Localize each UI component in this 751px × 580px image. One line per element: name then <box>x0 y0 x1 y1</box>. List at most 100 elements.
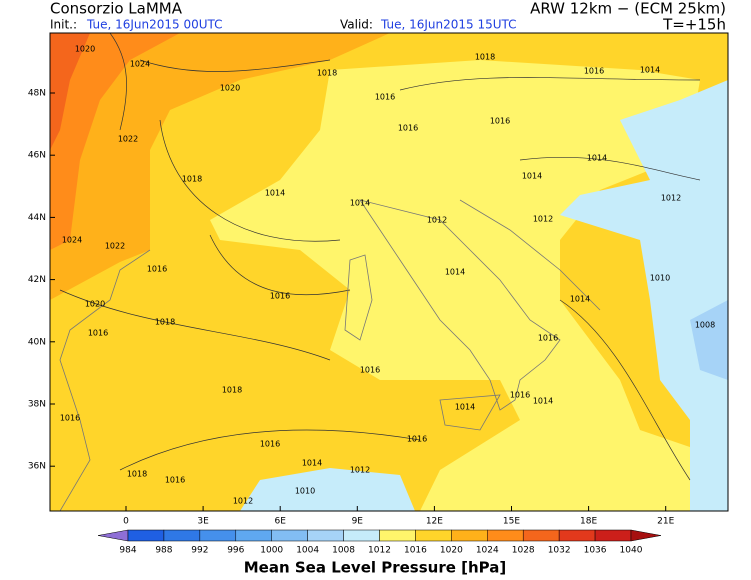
isobar-label: 1020 <box>220 84 240 93</box>
colorbar-title: Mean Sea Level Pressure [hPa] <box>244 559 507 577</box>
colorbar-segment <box>163 529 201 542</box>
lon-label: 18E <box>580 517 597 527</box>
isobar-label: 1014 <box>350 199 370 208</box>
colorbar-label: 1028 <box>512 546 535 556</box>
lat-label: 42N <box>28 275 46 285</box>
colorbar-segment <box>379 529 416 542</box>
isobar-label: 1014 <box>302 459 322 468</box>
colorbar-segment <box>415 529 452 542</box>
title: Consorzio LaMMA <box>50 0 183 18</box>
isobar-label: 1022 <box>105 242 125 251</box>
field-1024 <box>50 33 180 250</box>
isobar-label: 1018 <box>222 386 242 395</box>
lon-label: 9E <box>352 517 364 527</box>
model: ARW 12km − (ECM 25km) <box>530 0 726 18</box>
field-low-south <box>240 468 415 511</box>
colorbar-segment <box>343 529 380 542</box>
colorbar-segment <box>127 529 165 542</box>
colorbar-segment <box>594 529 632 542</box>
colorbar-label: 1020 <box>440 546 463 556</box>
colorbar-segment <box>451 529 488 542</box>
colorbar-label: 1024 <box>476 546 499 556</box>
colorbar-segment <box>271 529 308 542</box>
isobar-label: 1016 <box>270 292 290 301</box>
field-1020 <box>50 33 390 300</box>
isobar-label: 1016 <box>147 265 167 274</box>
lat-label: 44N <box>28 213 46 223</box>
lat-label: 40N <box>28 337 46 347</box>
field-1004 <box>690 300 728 380</box>
isobar-label: 1014 <box>587 154 607 163</box>
isobar-label: 1014 <box>570 295 590 304</box>
colorbar-label: 992 <box>191 546 208 556</box>
isobar-label: 1020 <box>75 45 95 54</box>
isobar-label: 1016 <box>538 334 558 343</box>
isobar-label: 1012 <box>350 466 370 475</box>
map-labels: 48N 46N 44N 42N 40N 38N 36N 0 3E 6E 9E 12E 15E 18E 21E… <box>28 45 715 527</box>
isobar-label: 1016 <box>584 67 604 76</box>
isobar-label: 1016 <box>360 366 380 375</box>
isobar-label: 1012 <box>661 194 681 203</box>
isobars <box>59 33 701 481</box>
pressure-field <box>50 33 728 511</box>
lat-label: 46N <box>28 151 46 161</box>
colorbar-label: 984 <box>119 546 136 556</box>
colorbar-segment <box>522 529 560 542</box>
lat-label: 36N <box>28 462 46 472</box>
isobar-label: 1016 <box>60 414 80 423</box>
isobar-label: 1024 <box>62 236 82 245</box>
isobar-label: 1010 <box>295 487 315 496</box>
colorbar-label: 1036 <box>584 546 607 556</box>
init-time: Tue, 16Jun2015 00UTC <box>86 18 223 32</box>
isobar-label: 1016 <box>88 329 108 338</box>
colorbar-label: 1040 <box>620 546 643 556</box>
colorbar: 984 988 992 996 1000 1004 1008 1012 1016 1020 1024… <box>97 529 662 556</box>
colorbar-label: 1004 <box>296 546 319 556</box>
colorbar-label: 1016 <box>404 546 427 556</box>
isobar-label: 1014 <box>445 268 465 277</box>
isobar-label: 1016 <box>510 391 530 400</box>
isobar-label: 1018 <box>475 53 495 62</box>
isobar-label: 1020 <box>85 300 105 309</box>
isobar-label: 1016 <box>375 93 395 102</box>
isobar-label: 1010 <box>650 274 670 283</box>
colorbar-label: 1008 <box>332 546 355 556</box>
valid-label: Valid: <box>340 18 373 32</box>
field-1028 <box>50 33 90 150</box>
isobar-label: 1014 <box>522 172 542 181</box>
isobar-label: 1018 <box>127 470 147 479</box>
colorbar-segment <box>199 529 237 542</box>
isobar-label: 1014 <box>640 66 660 75</box>
isobar-label: 1018 <box>317 69 337 78</box>
field-1012 <box>210 60 728 511</box>
colorbar-label: 988 <box>155 546 172 556</box>
colorbar-label: 1000 <box>260 546 283 556</box>
colorbar-label: 996 <box>227 546 244 556</box>
isobar-label: 1024 <box>130 60 150 69</box>
colorbar-segment <box>307 529 344 542</box>
colorbar-segment <box>487 529 524 542</box>
isobar-label: 1016 <box>407 435 427 444</box>
isobar-label: 1016 <box>398 124 418 133</box>
valid-time: Tue, 16Jun2015 15UTC <box>380 18 517 32</box>
isobar-label: 1014 <box>533 397 553 406</box>
lon-label: 15E <box>503 517 520 527</box>
isobar-label: 1012 <box>533 215 553 224</box>
isobar-label: 1014 <box>455 403 475 412</box>
lon-label: 3E <box>197 517 209 527</box>
isobar-label: 1016 <box>165 476 185 485</box>
isobar-label: 1014 <box>265 189 285 198</box>
init-label: Init.: <box>50 18 77 32</box>
lon-label: 21E <box>657 517 674 527</box>
coastlines <box>59 199 601 511</box>
lead-time: T=+15h <box>662 16 726 34</box>
colorbar-high-arrow <box>630 529 662 542</box>
colorbar-label: 1012 <box>368 546 391 556</box>
isobar-label: 1008 <box>695 321 715 330</box>
colorbar-segment <box>558 529 596 542</box>
lon-label: 0 <box>123 517 129 527</box>
lon-label: 6E <box>274 517 286 527</box>
isobar-label: 1012 <box>233 497 253 506</box>
lon-label: 12E <box>426 517 443 527</box>
